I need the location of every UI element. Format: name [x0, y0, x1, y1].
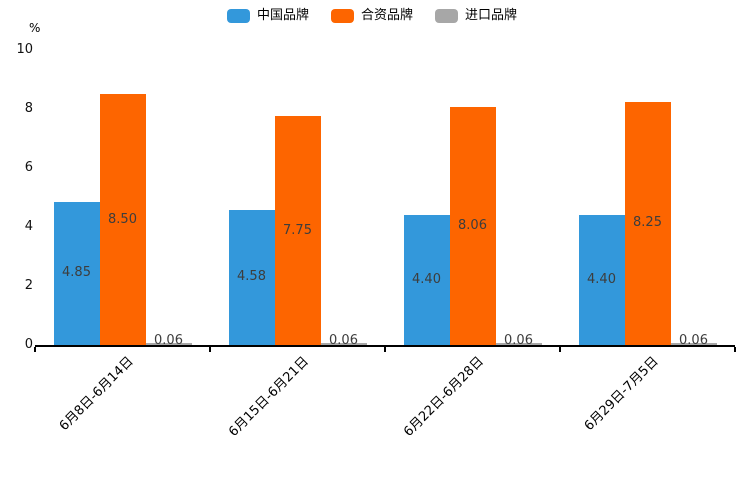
bar-series-0-group-3: [578, 215, 625, 345]
bar-series-2-group-3: [670, 343, 717, 345]
x-axis-tick: [34, 347, 36, 352]
bar-series-1-group-0: [99, 94, 146, 345]
y-axis-unit-label: %: [29, 21, 41, 35]
legend-item-label: 合资品牌: [360, 8, 413, 23]
legend-swatch-icon: [435, 9, 458, 23]
bar-series-2-group-2: [495, 343, 542, 345]
legend-item-2: 进口品牌: [435, 8, 517, 24]
bar-series-1-group-3: [624, 101, 671, 345]
legend-item-0: 中国品牌: [226, 8, 309, 24]
bar-value-label: 4.40: [412, 272, 441, 288]
bar-series-1-group-1: [274, 116, 321, 345]
bar-value-label: 8.50: [108, 211, 137, 227]
bar-value-label: 4.40: [587, 272, 616, 288]
y-tick-label: 2: [24, 278, 33, 293]
y-tick-label: 6: [24, 160, 33, 175]
bar-value-label: 7.75: [283, 222, 312, 238]
legend-swatch-icon: [330, 9, 354, 23]
y-tick-label: 8: [24, 101, 33, 116]
bar-series-2-group-1: [320, 343, 367, 345]
bar-value-label: 0.06: [679, 333, 708, 348]
x-axis-label: 6月22日-6月28日: [401, 354, 488, 440]
legend-item-label: 中国品牌: [256, 8, 309, 23]
bar-series-1-group-2: [449, 107, 496, 345]
bar-value-label: 8.25: [633, 215, 662, 231]
x-axis-tick: [734, 347, 736, 352]
bar-series-0-group-1: [228, 209, 275, 345]
y-axis-tick-labels: 0 2 4 6 8 10: [0, 0, 33, 496]
bar-value-label: 8.06: [458, 218, 487, 234]
x-axis-label: 6月8日-6月14日: [57, 354, 138, 434]
bar-series-2-group-0: [145, 343, 192, 345]
bar-series-0-group-2: [403, 215, 450, 345]
legend-item-label: 进口品牌: [465, 8, 518, 23]
x-axis-tick: [559, 347, 561, 352]
chart-legend: 中国品牌 合资品牌 进口品牌: [0, 8, 744, 24]
y-tick-label: 0: [24, 337, 33, 352]
bar-value-label: 0.06: [154, 333, 183, 348]
bar-value-label: 4.58: [237, 269, 266, 285]
x-axis-label: 6月29日-7月5日: [582, 354, 663, 434]
y-tick-label: 4: [24, 219, 33, 234]
legend-swatch-icon: [226, 9, 250, 23]
x-axis-tick: [209, 347, 211, 352]
x-axis-tick: [384, 347, 386, 352]
bar-series-0-group-0: [53, 201, 100, 345]
y-tick-label: 10: [16, 42, 33, 57]
x-axis-label: 6月15日-6月21日: [226, 354, 313, 440]
legend-item-1: 合资品牌: [330, 8, 413, 24]
bar-value-label: 4.85: [62, 265, 91, 281]
x-axis-line: [35, 345, 735, 347]
bar-value-label: 0.06: [329, 333, 358, 348]
bar-value-label: 0.06: [504, 333, 533, 348]
